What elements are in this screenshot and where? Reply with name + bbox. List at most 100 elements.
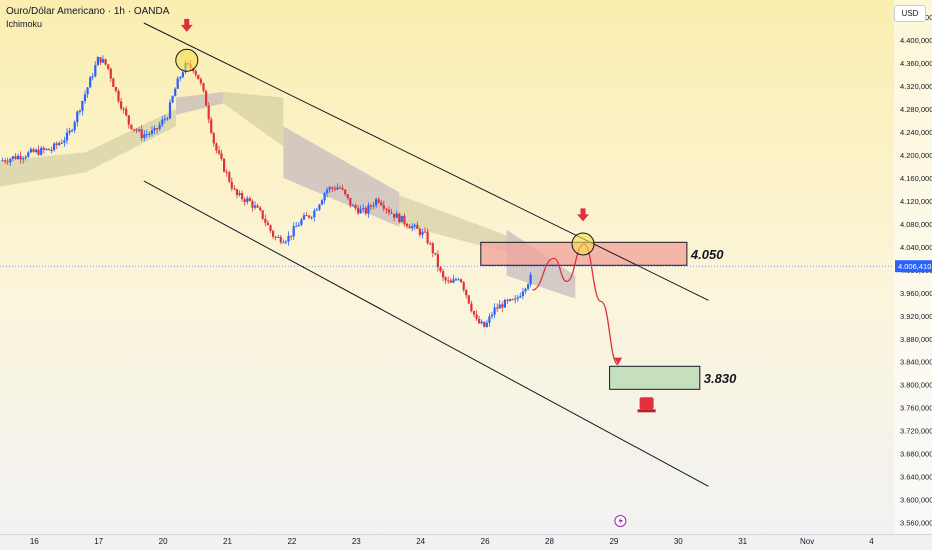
channel-upper-line [143,22,709,301]
candle-bullish [328,187,331,190]
candle-bearish [266,222,269,226]
candle-bullish [413,224,416,227]
candle-bullish [295,226,298,228]
candle-bullish [96,57,99,66]
highlight-circle [571,232,595,256]
candle-bullish [310,217,313,219]
candle-bullish [91,76,94,78]
candle-bullish [313,210,316,218]
candle-bearish [483,321,486,327]
candle-bearish [217,150,221,154]
candle-bearish [120,101,123,109]
candle-bearish [506,299,509,301]
highlight-circle [175,48,199,72]
candle-bearish [308,215,311,218]
candle-bearish [259,207,262,211]
candle-bullish [516,297,519,299]
currency-button[interactable]: USD [894,5,926,22]
candle-bearish [426,231,429,244]
candle-bullish [65,132,69,141]
candle-bearish [32,149,35,152]
y-tick-label: 4.200,000 [900,151,932,160]
y-tick-label: 3.920,000 [900,312,932,321]
candle-bullish [336,187,339,190]
y-tick-label: 4.280,000 [900,105,932,114]
indicator-label: Ichimoku [6,19,43,29]
y-tick-label: 3.640,000 [900,473,932,482]
candle-bearish [264,218,267,223]
candle-bearish [241,193,244,200]
candle-bearish [364,207,367,214]
candle-bullish [174,88,177,97]
candle-bearish [130,124,133,130]
candle-bearish [357,208,360,214]
candle-bearish [228,172,231,182]
y-tick-label: 3.560,000 [900,519,932,528]
candle-bullish [287,235,290,242]
candle-bullish [101,59,105,63]
candle-bullish [362,207,365,209]
y-tick-label: 3.680,000 [900,450,932,459]
candle-bearish [197,74,200,80]
y-tick-label: 3.840,000 [900,358,932,367]
candle-bullish [168,102,172,119]
candle-bearish [344,189,347,195]
y-tick-label: 4.320,000 [900,82,932,91]
candle-bullish [318,204,321,210]
candle-bullish [58,143,61,145]
candle-bearish [205,91,208,106]
candle-bearish [434,252,437,255]
candle-bearish [403,215,406,224]
candle-bearish [140,129,143,138]
candle-bullish [60,142,63,144]
candle-bearish [405,223,409,227]
candle-bullish [22,158,25,160]
candle-bearish [202,83,205,91]
candle-bearish [225,171,228,173]
candle-bearish [261,210,264,219]
candle-bearish [354,205,357,209]
candle-bullish [35,149,38,152]
candle-bearish [223,158,226,172]
candle-bearish [19,155,22,160]
y-tick-label: 4.360,000 [900,59,932,68]
x-tick-label: 17 [94,537,103,546]
candle-bearish [462,282,465,290]
x-tick-label: Nov [800,537,814,546]
candle-bearish [135,129,138,131]
candle-bullish [171,96,174,103]
candle-bearish [346,194,349,198]
candle-bullish [73,122,76,131]
candle-bearish [467,295,470,304]
candle-bullish [395,213,398,218]
candle-bearish [290,235,293,237]
candle-bearish [248,198,251,201]
candle-bearish [207,105,210,120]
candle-bearish [47,148,50,151]
down-arrow-icon [180,18,193,32]
candle-bullish [326,189,329,194]
y-tick-label: 4.160,000 [900,174,932,183]
candle-bullish [282,242,285,244]
candle-bullish [71,130,74,132]
y-tick-label: 3.600,000 [900,496,932,505]
candle-bullish [498,304,501,309]
candle-bullish [253,205,257,208]
candle-bearish [122,108,125,110]
x-tick-label: 31 [738,537,747,546]
candle-bullish [480,321,483,324]
ichimoku-cloud-segment [85,109,176,173]
candle-bullish [45,148,48,150]
ichimoku-cloud-segment [399,195,507,253]
candle-bearish [243,199,246,203]
candle-bearish [212,133,215,144]
x-tick-label: 16 [30,537,39,546]
candle-bearish [194,71,197,75]
candle-bearish [6,161,9,163]
candle-bearish [107,64,110,69]
channel-lower-line [143,180,709,487]
y-tick-label: 3.880,000 [900,335,932,344]
candle-bullish [83,94,87,101]
